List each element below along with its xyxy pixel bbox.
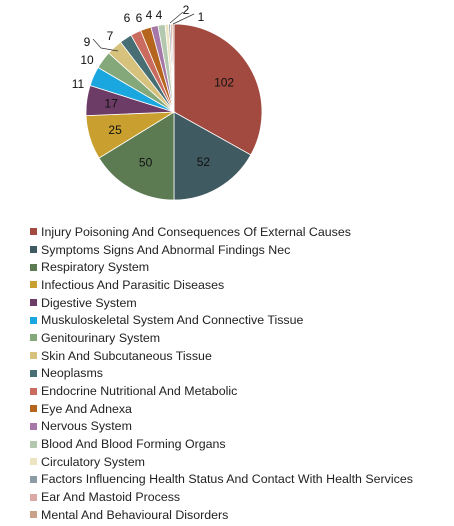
legend-item-blood-and-blood-forming-organs: Blood And Blood Forming Organs xyxy=(30,435,413,453)
legend-label: Blood And Blood Forming Organs xyxy=(41,437,226,452)
legend-item-digestive-system: Digestive System xyxy=(30,294,413,312)
data-label: 50 xyxy=(139,156,153,170)
legend-item-injury-poisoning-and-consequences-of-external-causes: Injury Poisoning And Consequences Of Ext… xyxy=(30,223,413,241)
legend-label: Eye And Adnexa xyxy=(41,401,132,416)
legend-swatch xyxy=(30,440,37,448)
legend-swatch xyxy=(30,387,37,395)
data-label: 4 xyxy=(156,8,163,22)
legend-label: Endocrine Nutritional And Metabolic xyxy=(41,384,238,399)
legend-label: Symptoms Signs And Abnormal Findings Nec xyxy=(41,242,291,257)
legend-label: Factors Influencing Health Status And Co… xyxy=(41,472,413,487)
legend-item-endocrine-nutritional-and-metabolic: Endocrine Nutritional And Metabolic xyxy=(30,382,413,400)
legend-swatch xyxy=(30,281,37,289)
leader-line xyxy=(172,13,195,25)
legend-item-neoplasms: Neoplasms xyxy=(30,365,413,383)
legend-swatch xyxy=(30,316,37,324)
legend-label: Mental And Behavioural Disorders xyxy=(41,507,229,522)
chart-legend: Injury Poisoning And Consequences Of Ext… xyxy=(30,223,413,524)
legend-item-nervous-system: Nervous System xyxy=(30,418,413,436)
data-label: 52 xyxy=(197,155,211,169)
data-label: 9 xyxy=(84,35,91,49)
legend-swatch xyxy=(30,334,37,342)
pie-slices xyxy=(85,23,263,201)
legend-item-genitourinary-system: Genitourinary System xyxy=(30,329,413,347)
legend-label: Skin And Subcutaneous Tissue xyxy=(41,348,212,363)
legend-swatch xyxy=(30,422,37,430)
legend-swatch xyxy=(30,228,37,236)
legend-label: Injury Poisoning And Consequences Of Ext… xyxy=(41,224,351,239)
data-label: 11 xyxy=(72,77,85,91)
data-label: 25 xyxy=(108,123,122,137)
leader-line xyxy=(92,38,119,52)
legend-swatch xyxy=(30,405,37,413)
data-label: 1 xyxy=(198,10,205,24)
legend-label: Respiratory System xyxy=(41,260,150,275)
legend-label: Genitourinary System xyxy=(41,330,161,345)
legend-label: Circulatory System xyxy=(41,454,145,469)
legend-label: Muskuloskeletal System And Connective Ti… xyxy=(41,313,304,328)
data-label: 7 xyxy=(107,29,114,43)
leader-line xyxy=(169,11,184,24)
legend-label: Ear And Mastoid Process xyxy=(41,490,181,505)
legend-item-skin-and-subcutaneous-tissue: Skin And Subcutaneous Tissue xyxy=(30,347,413,365)
legend-item-mental-and-behavioural-disorders: Mental And Behavioural Disorders xyxy=(30,506,413,524)
legend-item-infectious-and-parasitic-diseases: Infectious And Parasitic Diseases xyxy=(30,276,413,294)
legend-label: Digestive System xyxy=(41,295,137,310)
pie-slice-respiratory-system xyxy=(98,111,175,201)
legend-swatch xyxy=(30,511,37,519)
legend-item-circulatory-system: Circulatory System xyxy=(30,453,413,471)
legend-label: Infectious And Parasitic Diseases xyxy=(41,277,225,292)
pie-slice-injury-poisoning-and-consequences-of-external-causes xyxy=(173,23,263,156)
legend-item-ear-and-mastoid-process: Ear And Mastoid Process xyxy=(30,488,413,506)
pie-slice-symptoms-signs-and-abnormal-findings-nec xyxy=(173,111,252,201)
legend-swatch xyxy=(30,352,37,360)
data-label: 2 xyxy=(183,3,190,17)
legend-item-factors-influencing-health-status-and-contact-with-health-services: Factors Influencing Health Status And Co… xyxy=(30,471,413,489)
data-label: 6 xyxy=(124,11,131,25)
legend-swatch xyxy=(30,458,37,466)
legend-swatch xyxy=(30,493,37,501)
legend-swatch xyxy=(30,263,37,271)
data-label: 17 xyxy=(105,97,119,111)
data-label: 4 xyxy=(146,8,153,22)
legend-item-eye-and-adnexa: Eye And Adnexa xyxy=(30,400,413,418)
legend-label: Neoplasms xyxy=(41,366,103,381)
legend-swatch xyxy=(30,246,37,254)
data-label: 6 xyxy=(136,11,143,25)
legend-swatch xyxy=(30,475,37,483)
legend-item-symptoms-signs-and-abnormal-findings-nec: Symptoms Signs And Abnormal Findings Nec xyxy=(30,241,413,259)
data-label: 10 xyxy=(80,53,94,67)
legend-item-muskuloskeletal-system-and-connective-tissue: Muskuloskeletal System And Connective Ti… xyxy=(30,311,413,329)
legend-swatch xyxy=(30,369,37,377)
legend-swatch xyxy=(30,299,37,307)
legend-item-respiratory-system: Respiratory System xyxy=(30,258,413,276)
data-label: 102 xyxy=(214,76,234,90)
legend-label: Nervous System xyxy=(41,419,132,434)
